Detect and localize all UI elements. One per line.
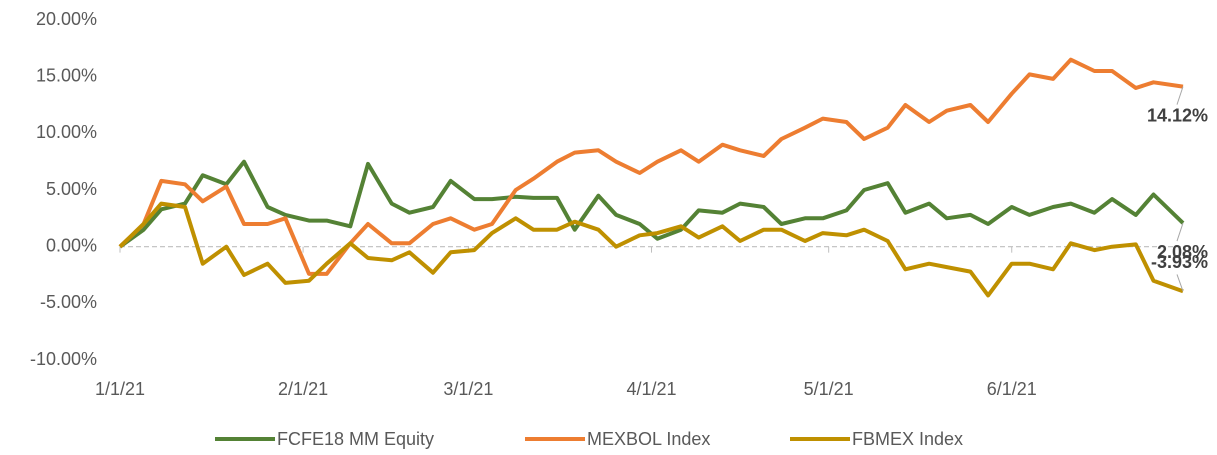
x-tick-label: 3/1/21 — [443, 379, 493, 399]
y-tick-label: -10.00% — [30, 349, 97, 369]
legend-label: FBMEX Index — [852, 429, 963, 449]
x-tick-label: 5/1/21 — [804, 379, 854, 399]
leader-line — [1176, 274, 1184, 292]
x-tick-label: 4/1/21 — [626, 379, 676, 399]
legend-label: FCFE18 MM Equity — [277, 429, 434, 449]
y-tick-label: 20.00% — [36, 9, 97, 29]
series-line — [118, 57, 1184, 276]
series-line — [118, 159, 1185, 249]
y-tick-label: -5.00% — [40, 292, 97, 312]
end-label: 14.12% — [1147, 105, 1208, 125]
end-label: -3.93% — [1151, 252, 1208, 272]
x-tick-label: 2/1/21 — [278, 379, 328, 399]
y-tick-label: 5.00% — [46, 179, 97, 199]
leader-line — [1176, 222, 1184, 242]
leader-line — [1176, 86, 1184, 105]
end-label: 2.08% — [1157, 242, 1208, 262]
series-line — [118, 201, 1184, 298]
x-tick-label: 6/1/21 — [987, 379, 1037, 399]
x-tick-label: 1/1/21 — [95, 379, 145, 399]
y-tick-label: 0.00% — [46, 235, 97, 255]
y-tick-label: 10.00% — [36, 122, 97, 142]
legend-label: MEXBOL Index — [587, 429, 710, 449]
y-tick-label: 15.00% — [36, 65, 97, 85]
